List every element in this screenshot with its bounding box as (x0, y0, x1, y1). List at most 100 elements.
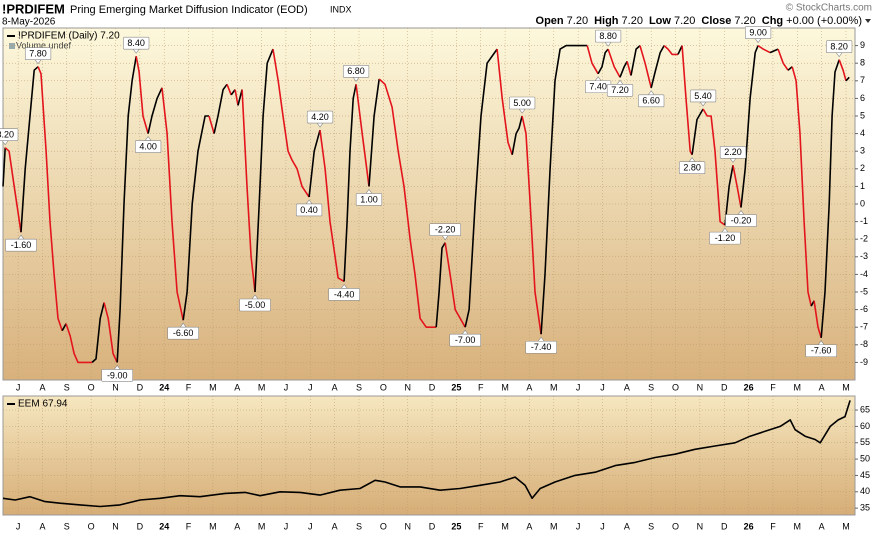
x-tick-label: N (112, 521, 119, 531)
line (619, 61, 628, 78)
line (234, 89, 239, 106)
data-label: 9.00 (749, 27, 767, 37)
line (740, 45, 759, 208)
line (681, 45, 693, 156)
x-tick-label: N (404, 521, 411, 531)
x-tick-label: A (819, 382, 825, 392)
legend-swatch (9, 43, 15, 49)
line (213, 83, 228, 134)
x-tick-label: S (356, 382, 362, 392)
label-box (429, 223, 461, 237)
x-tick-label: O (380, 521, 387, 531)
line (732, 165, 742, 208)
x-tick-label: J (600, 382, 605, 392)
x-tick-label: M (258, 521, 266, 531)
x-tick-label: 25 (451, 521, 461, 531)
line (147, 87, 163, 134)
y-tick-label: 3 (860, 146, 865, 156)
y-tick-label: -3 (860, 251, 868, 261)
x-tick-label: J (308, 382, 313, 392)
copyright: © StockCharts.com (786, 3, 872, 14)
line (37, 66, 63, 331)
x-tick-label: N (697, 521, 704, 531)
label-box (805, 344, 837, 358)
line (650, 45, 665, 88)
x-tick-label: J (16, 521, 21, 531)
data-label: -1.20 (715, 233, 736, 243)
line (355, 84, 370, 187)
label-box (525, 340, 557, 354)
x-tick-label: A (624, 382, 630, 392)
line (626, 61, 632, 76)
y-tick-label: -8 (860, 339, 868, 349)
y-tick-label: 0 (860, 198, 865, 208)
label-box (295, 203, 323, 217)
line (838, 59, 847, 82)
quote-label: High (594, 15, 619, 27)
line (820, 59, 840, 338)
dropdown-icon[interactable] (865, 19, 871, 23)
data-label: -7.00 (455, 335, 476, 345)
data-label: 7.40 (589, 82, 607, 92)
x-tick-label: F (186, 382, 192, 392)
x-tick-label: A (526, 382, 532, 392)
x-tick-label: D (721, 521, 728, 531)
data-label: 0.40 (300, 205, 318, 215)
line (435, 242, 446, 328)
data-label: -1.60 (11, 240, 32, 250)
x-tick-label: D (721, 382, 728, 392)
label-box (342, 65, 370, 78)
data-label: -6.60 (173, 328, 194, 338)
y-tick-label: -2 (860, 234, 868, 244)
quote-value: 7.20 (734, 15, 755, 27)
line (65, 323, 93, 364)
line (368, 78, 380, 187)
x-tick-label: M (501, 521, 509, 531)
line (702, 108, 726, 226)
line (272, 48, 310, 198)
x-tick-label: J (16, 382, 21, 392)
quote-label: Close (701, 15, 731, 27)
quote-label: Open (536, 15, 564, 27)
y-tick-label: -5 (860, 286, 868, 296)
x-tick-label: M (550, 521, 558, 531)
x-tick-label: F (478, 521, 484, 531)
y-tick-label: 8 (860, 58, 865, 68)
x-tick-label: F (186, 521, 192, 531)
line (630, 45, 641, 76)
y-tick-label: -9 (860, 357, 868, 367)
x-tick-label: A (332, 521, 338, 531)
line (464, 48, 498, 328)
x-tick-label: 26 (744, 382, 754, 392)
legend-entry: EEM 67.94 (18, 399, 68, 410)
y-tick-label: 40 (860, 486, 870, 496)
label-box (509, 96, 536, 110)
x-tick-label: M (794, 521, 802, 531)
data-label: 5.00 (513, 98, 531, 108)
line (237, 89, 243, 106)
line (845, 76, 850, 82)
label-box (123, 36, 150, 50)
x-tick-label: 24 (159, 521, 169, 531)
exchange: INDX (330, 4, 352, 14)
x-tick-label: A (526, 521, 532, 531)
x-tick-label: M (209, 382, 217, 392)
y-tick-label: 5 (860, 110, 865, 120)
line (813, 300, 822, 339)
line (20, 66, 39, 233)
line (639, 45, 652, 88)
line (597, 48, 609, 75)
line (343, 84, 357, 282)
data-label: -0.20 (731, 215, 752, 225)
data-label: 8.80 (599, 31, 617, 41)
data-label: -7.40 (531, 342, 552, 352)
label-box (594, 29, 622, 43)
x-tick-label: S (356, 521, 362, 531)
label-box (678, 161, 706, 175)
x-tick-label: F (770, 382, 776, 392)
line (724, 165, 734, 226)
line (769, 48, 779, 54)
legend-note: Volume undef (16, 40, 72, 50)
x-tick-label: N (697, 382, 704, 392)
x-tick-label: A (234, 382, 240, 392)
